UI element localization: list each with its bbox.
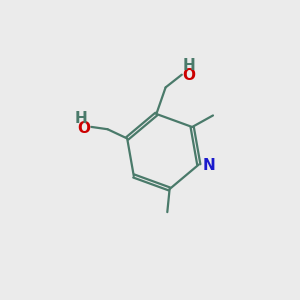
Text: H: H (75, 111, 87, 126)
Text: O: O (183, 68, 196, 83)
Text: O: O (77, 121, 90, 136)
Text: H: H (183, 58, 196, 73)
Text: N: N (203, 158, 216, 173)
